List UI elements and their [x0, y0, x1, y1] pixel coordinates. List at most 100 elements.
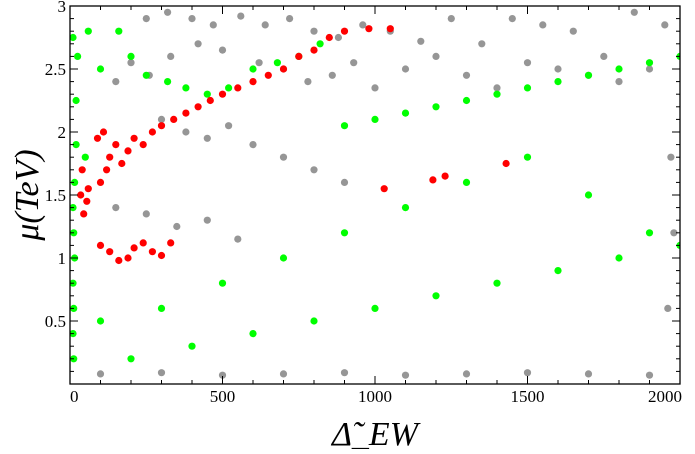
point-1-9 [203, 90, 211, 98]
x-tick-label-1: 500 [210, 387, 236, 406]
point-0-21 [127, 59, 135, 67]
point-1-29 [432, 103, 440, 111]
point-0-17 [600, 52, 608, 61]
point-1-8 [182, 84, 190, 92]
point-0-58 [340, 369, 349, 377]
point-0-3 [209, 21, 217, 29]
point-0-24 [194, 40, 202, 48]
point-1-33 [554, 78, 562, 86]
point-2-31 [78, 166, 86, 174]
point-2-11 [157, 122, 166, 130]
point-2-38 [148, 248, 156, 256]
point-0-57 [279, 370, 288, 378]
point-2-15 [206, 96, 214, 105]
points-layer [70, 8, 680, 379]
x-tick-label-3: 1500 [511, 387, 545, 406]
point-1-26 [340, 122, 349, 130]
point-0-55 [157, 369, 166, 377]
point-1-18 [71, 178, 79, 186]
point-1-49 [188, 342, 196, 350]
point-1-53 [432, 292, 440, 300]
point-1-34 [584, 71, 593, 79]
point-2-23 [325, 33, 333, 42]
point-1-2 [84, 27, 92, 35]
point-1-55 [554, 267, 562, 275]
point-1-40 [218, 279, 227, 287]
point-0-45 [249, 141, 257, 149]
point-1-17 [81, 153, 89, 161]
point-2-8 [130, 134, 138, 142]
point-1-51 [310, 317, 318, 325]
point-2-44 [502, 159, 510, 168]
point-0-42 [182, 128, 190, 136]
ticks-layer: 0 500 1000 1500 2000 0.5 1 1.5 2 2.5 3 [45, 0, 682, 406]
point-1-44 [462, 178, 471, 186]
point-2-16 [218, 90, 227, 98]
point-0-47 [310, 166, 318, 174]
point-0-14 [508, 15, 516, 23]
point-0-25 [218, 46, 227, 54]
point-1-54 [493, 279, 501, 287]
point-2-37 [139, 239, 147, 247]
point-0-64 [664, 304, 672, 312]
x-tick-label-2: 1000 [358, 387, 392, 406]
point-0-54 [96, 370, 105, 378]
point-1-36 [645, 59, 654, 67]
point-1-43 [401, 204, 410, 212]
y-tick-label-5: 3 [58, 0, 67, 16]
y-tick-label-0: 0.5 [45, 312, 66, 331]
point-1-50 [249, 330, 257, 338]
point-1-12 [273, 59, 281, 67]
point-1-10 [225, 84, 233, 92]
point-2-42 [429, 176, 437, 184]
point-0-16 [569, 27, 577, 35]
point-0-31 [371, 84, 379, 92]
y-tick-label-2: 1.5 [45, 186, 66, 205]
point-1-15 [72, 96, 80, 105]
point-0-43 [203, 134, 211, 142]
point-0-36 [523, 59, 532, 67]
point-0-15 [539, 21, 547, 29]
point-2-13 [182, 109, 190, 117]
point-1-31 [493, 90, 501, 98]
point-1-46 [584, 191, 593, 199]
point-1-28 [401, 109, 410, 117]
point-0-46 [279, 153, 288, 161]
point-2-41 [380, 185, 388, 193]
point-0-9 [359, 21, 367, 29]
point-2-29 [80, 210, 88, 218]
point-2-40 [167, 239, 175, 247]
point-2-26 [386, 25, 394, 33]
y-tick-label-3: 2 [58, 123, 67, 142]
point-0-4 [237, 12, 245, 20]
point-1-45 [523, 153, 532, 161]
point-2-4 [106, 153, 114, 161]
point-2-2 [99, 128, 108, 136]
point-2-17 [234, 84, 242, 92]
point-0-2 [188, 15, 196, 23]
point-0-48 [340, 178, 349, 186]
point-2-7 [124, 147, 132, 155]
y-tick-label-4: 2.5 [45, 60, 66, 79]
point-0-1 [164, 8, 172, 16]
point-1-41 [279, 254, 288, 262]
point-0-28 [304, 78, 312, 86]
point-0-63 [645, 371, 654, 379]
point-0-13 [478, 40, 486, 48]
point-0-26 [255, 59, 263, 67]
point-2-1 [96, 178, 105, 186]
point-1-48 [127, 355, 135, 363]
point-0-39 [615, 78, 623, 86]
point-1-3 [96, 65, 105, 73]
point-1-5 [127, 52, 135, 61]
point-0-56 [218, 371, 227, 379]
point-2-27 [84, 185, 92, 193]
point-2-10 [148, 128, 156, 136]
point-2-0 [93, 134, 102, 142]
point-1-16 [72, 141, 80, 149]
point-0-8 [334, 33, 342, 42]
point-1-11 [249, 65, 257, 73]
y-tick-label-1: 1 [58, 249, 67, 268]
x-axis-label: Δ̃_EW [330, 416, 421, 449]
point-2-33 [106, 248, 114, 256]
